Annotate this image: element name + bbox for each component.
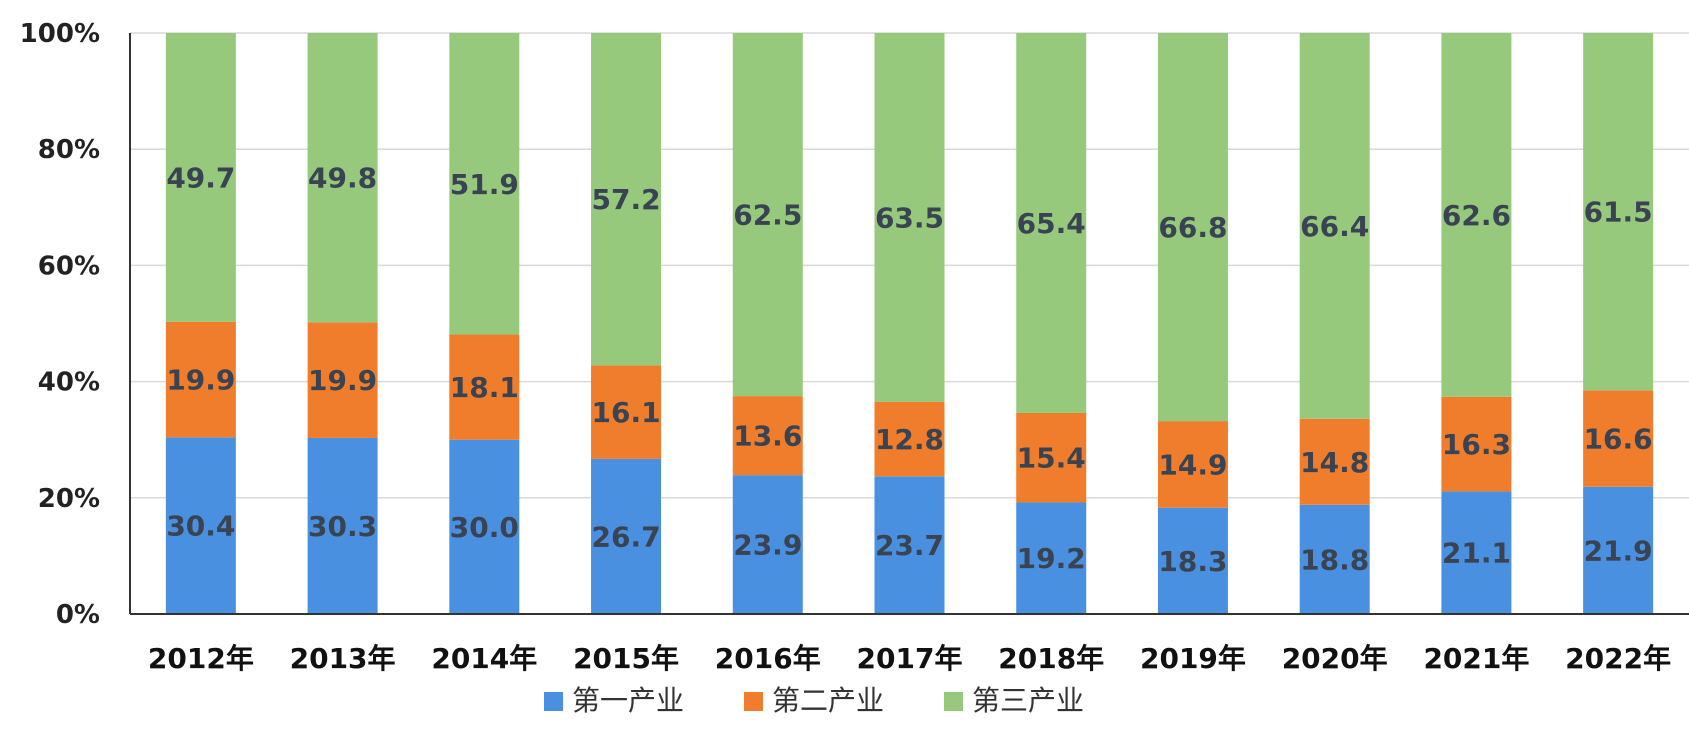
bar-segment [307, 33, 378, 323]
data-label: 26.7 [591, 520, 660, 553]
data-label: 57.2 [591, 183, 660, 216]
bar-segment [591, 458, 662, 614]
bar-segment [165, 33, 236, 322]
bar-segment [449, 33, 520, 335]
data-label: 65.4 [1017, 207, 1086, 240]
bar-segment [449, 334, 520, 440]
bar-segment [1441, 33, 1512, 397]
x-tick-label: 2014年 [431, 642, 537, 675]
bar-segment [449, 439, 520, 614]
bar-segment [1441, 491, 1512, 614]
data-label: 14.9 [1158, 448, 1227, 481]
x-tick-label: 2015年 [573, 642, 679, 675]
legend-swatch [544, 692, 563, 711]
data-label: 49.7 [166, 161, 235, 194]
data-label: 49.8 [308, 162, 377, 195]
data-label: 61.5 [1584, 196, 1653, 229]
bar-segment [307, 322, 378, 438]
data-label: 19.9 [308, 364, 377, 397]
data-label: 19.9 [166, 364, 235, 397]
y-tick-label: 100% [20, 19, 100, 49]
legend-label: 第一产业 [572, 684, 684, 717]
x-tick-label: 2013年 [290, 642, 396, 675]
y-tick-label: 80% [38, 135, 100, 165]
data-label: 62.5 [733, 199, 802, 232]
legend-label: 第三产业 [972, 684, 1084, 717]
data-label: 21.9 [1584, 534, 1653, 567]
x-tick-label: 2018年 [998, 642, 1104, 675]
data-label: 66.8 [1158, 211, 1227, 244]
bar-segment [307, 437, 378, 614]
data-label: 30.0 [450, 511, 519, 544]
x-tick-label: 2022年 [1565, 642, 1671, 675]
legend-swatch [944, 692, 963, 711]
data-label: 16.3 [1442, 428, 1511, 461]
x-tick-label: 2016年 [715, 642, 821, 675]
data-label: 30.3 [308, 510, 377, 543]
x-tick-label: 2021年 [1423, 642, 1529, 675]
data-label: 18.8 [1300, 543, 1369, 576]
data-label: 15.4 [1017, 442, 1086, 475]
bar-segment [732, 396, 803, 476]
bar-segment [165, 437, 236, 614]
y-tick-label: 20% [38, 484, 100, 514]
data-label: 23.9 [733, 529, 802, 562]
bar-segment [874, 401, 945, 477]
bar-segment [1583, 33, 1654, 391]
bar-segment [591, 365, 662, 459]
data-label: 14.8 [1300, 446, 1369, 479]
bar-segment [1016, 33, 1087, 413]
bar-segment [874, 476, 945, 614]
data-label: 12.8 [875, 423, 944, 456]
data-label: 16.1 [591, 396, 660, 429]
x-tick-label: 2019年 [1140, 642, 1246, 675]
legend-label: 第二产业 [772, 684, 884, 717]
data-label: 51.9 [450, 168, 519, 201]
x-tick-label: 2017年 [857, 642, 963, 675]
data-label: 66.4 [1300, 210, 1369, 243]
data-label: 21.1 [1442, 537, 1511, 570]
bar-segment [874, 33, 945, 402]
data-label: 13.6 [733, 420, 802, 453]
bar-segment [1583, 486, 1654, 614]
x-tick-label: 2012年 [148, 642, 254, 675]
data-labels: 30.4 19.9 49.7 30.3 19.9 49.8 30.0 18.1 51.9 26.7… [166, 161, 1652, 577]
bar-segment [1441, 396, 1512, 492]
axes: 0% 20% 40% 60% 80% 100% 2012年 2013年 2014年 2015年 20… [20, 19, 1689, 675]
bar-segment [1016, 502, 1087, 614]
data-label: 18.3 [1158, 545, 1227, 578]
bar-segment [732, 475, 803, 614]
y-tick-label: 60% [38, 251, 100, 281]
y-tick-label: 40% [38, 368, 100, 398]
bar-segment [1299, 33, 1370, 419]
data-label: 19.2 [1017, 542, 1086, 575]
data-label: 16.6 [1584, 423, 1653, 456]
data-label: 62.6 [1442, 199, 1511, 232]
bar-segment [1157, 33, 1228, 422]
data-label: 63.5 [875, 201, 944, 234]
legend-swatch [744, 692, 763, 711]
bar-segment [1299, 418, 1370, 505]
bar-segment [165, 321, 236, 438]
y-tick-label: 0% [56, 600, 100, 630]
bar-segment [1583, 390, 1654, 487]
bar-segment [732, 33, 803, 397]
bar-segment [1157, 507, 1228, 614]
legend: 第一产业 第二产业 第三产业 [544, 684, 1084, 717]
data-label: 23.7 [875, 529, 944, 562]
data-label: 18.1 [450, 371, 519, 404]
x-tick-label: 2020年 [1282, 642, 1388, 675]
bar-segment [591, 33, 662, 366]
bar-segment [1299, 504, 1370, 614]
bar-segment [1016, 412, 1087, 503]
data-label: 30.4 [166, 510, 235, 543]
bar-segment [1157, 421, 1228, 508]
bars [165, 33, 1654, 614]
